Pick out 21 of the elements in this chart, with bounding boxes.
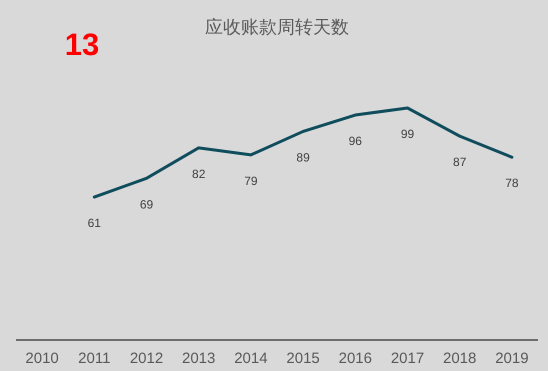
chart-title: 应收账款周转天数: [205, 17, 349, 37]
x-tick-label: 2012: [130, 350, 164, 367]
data-label: 69: [140, 197, 154, 212]
data-label: 78: [505, 176, 519, 190]
data-label: 99: [400, 127, 414, 141]
data-label: 61: [88, 216, 102, 230]
data-label: 82: [192, 166, 206, 181]
x-tick-label: 2014: [234, 350, 268, 367]
x-tick-label: 2016: [338, 350, 372, 367]
x-tick-label: 2018: [443, 350, 476, 367]
x-tick-label: 2010: [25, 350, 59, 367]
x-tick-label: 2017: [390, 350, 424, 367]
x-tick-label: 2015: [286, 350, 320, 367]
text: 13: [64, 27, 100, 62]
x-tick-label: 2013: [182, 350, 216, 367]
x-tick-label: 2011: [78, 350, 110, 367]
data-label: 87: [453, 155, 467, 170]
x-tick-label: 2019: [495, 350, 529, 367]
data-label: 89: [296, 150, 310, 164]
data-label: 79: [244, 174, 258, 188]
data-label: 96: [348, 134, 362, 148]
